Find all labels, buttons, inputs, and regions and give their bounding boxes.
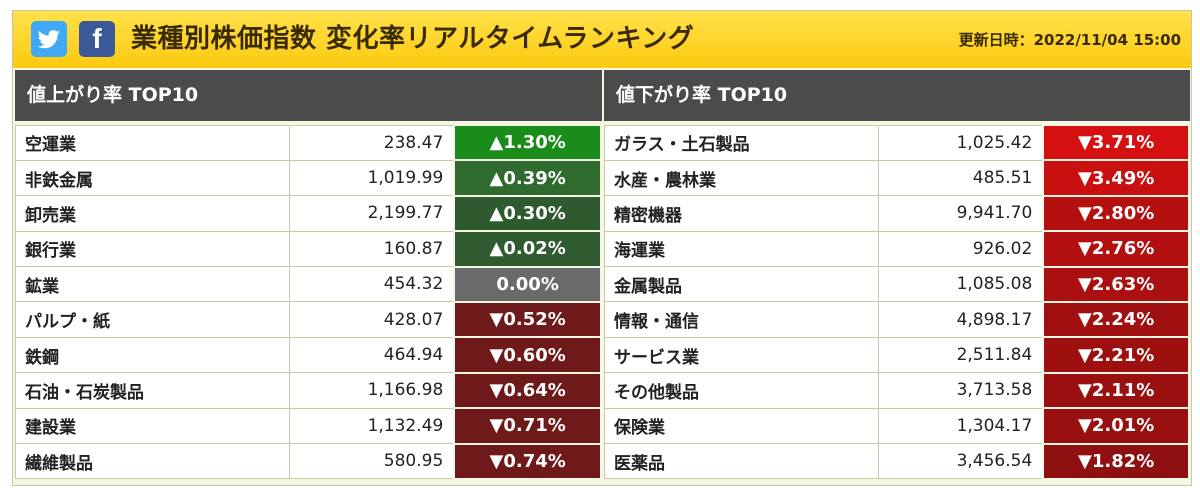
change-rate: ▲1.30% bbox=[453, 123, 602, 162]
index-value: 4,898.17 bbox=[878, 301, 1044, 338]
change-rate: ▼0.71% bbox=[453, 407, 602, 445]
change-rate: ▼0.64% bbox=[453, 371, 602, 410]
change-rate: ▼2.63% bbox=[1042, 265, 1190, 303]
gainers-table: 空運業 238.47 ▲1.30% 非鉄金属 1,019.99 ▲0.39% 卸売業 2,19… bbox=[14, 123, 602, 480]
twitter-bird-icon bbox=[37, 30, 60, 49]
index-value: 1,166.98 bbox=[289, 372, 455, 409]
table-row: ガラス・土石製品 1,025.42 ▼3.71% bbox=[603, 123, 1190, 162]
page-title: 業種別株価指数 変化率リアルタイムランキング bbox=[131, 24, 695, 54]
gainers-heading: 値上がり率 TOP10 bbox=[15, 70, 602, 121]
updated-timestamp: 更新日時：2022/11/04 15:00 bbox=[959, 27, 1181, 53]
sector-name[interactable]: 空運業 bbox=[14, 124, 291, 161]
change-rate: ▲0.02% bbox=[453, 230, 602, 268]
table-row: パルプ・紙 428.07 ▼0.52% bbox=[14, 300, 602, 339]
losers-panel: 値下がり率 TOP10 ガラス・土石製品 1,025.42 ▼3.71% 水産・農林業… bbox=[603, 70, 1190, 480]
table-row: 建設業 1,132.49 ▼0.71% bbox=[14, 407, 602, 445]
sector-name[interactable]: 情報・通信 bbox=[603, 301, 880, 338]
change-rate: ▼1.82% bbox=[1042, 442, 1190, 480]
table-row: 繊維製品 580.95 ▼0.74% bbox=[14, 442, 602, 480]
table-row: 水産・農林業 485.51 ▼3.49% bbox=[603, 159, 1190, 197]
index-value: 160.87 bbox=[289, 230, 455, 268]
sector-name[interactable]: 医薬品 bbox=[603, 443, 880, 480]
table-row: 精密機器 9,941.70 ▼2.80% bbox=[603, 194, 1190, 233]
change-rate: ▼2.01% bbox=[1042, 407, 1190, 445]
updated-label: 更新日時： bbox=[958, 31, 1034, 49]
table-row: 空運業 238.47 ▲1.30% bbox=[14, 123, 602, 162]
sector-name[interactable]: 非鉄金属 bbox=[14, 159, 291, 197]
index-value: 2,511.84 bbox=[878, 336, 1044, 374]
sector-name[interactable]: 鉄鋼 bbox=[14, 336, 291, 374]
losers-table: ガラス・土石製品 1,025.42 ▼3.71% 水産・農林業 485.51 ▼3.49%… bbox=[603, 123, 1190, 480]
change-rate: ▼0.60% bbox=[453, 336, 602, 374]
index-value: 1,025.42 bbox=[878, 124, 1044, 161]
index-value: 580.95 bbox=[289, 443, 455, 480]
sector-name[interactable]: 水産・農林業 bbox=[603, 159, 880, 197]
losers-heading: 値下がり率 TOP10 bbox=[604, 70, 1190, 121]
change-rate: ▼2.11% bbox=[1042, 371, 1190, 410]
sector-name[interactable]: パルプ・紙 bbox=[14, 301, 291, 338]
table-row: 金属製品 1,085.08 ▼2.63% bbox=[603, 265, 1190, 303]
sector-name[interactable]: 繊維製品 bbox=[14, 443, 291, 480]
table-row: 医薬品 3,456.54 ▼1.82% bbox=[603, 442, 1190, 480]
index-value: 238.47 bbox=[289, 124, 455, 161]
table-row: 非鉄金属 1,019.99 ▲0.39% bbox=[14, 159, 602, 197]
sector-name[interactable]: 石油・石炭製品 bbox=[14, 372, 291, 409]
sector-name[interactable]: 卸売業 bbox=[14, 195, 291, 232]
change-rate: ▼2.21% bbox=[1042, 336, 1190, 374]
table-row: 卸売業 2,199.77 ▲0.30% bbox=[14, 194, 602, 233]
sector-name[interactable]: 海運業 bbox=[603, 230, 880, 268]
table-row: 石油・石炭製品 1,166.98 ▼0.64% bbox=[14, 371, 602, 410]
gainers-panel: 値上がり率 TOP10 空運業 238.47 ▲1.30% 非鉄金属 1,019.99 ▲… bbox=[14, 70, 602, 480]
facebook-f-icon: f bbox=[92, 23, 102, 54]
sector-name[interactable]: 鉱業 bbox=[14, 266, 291, 303]
table-row: 海運業 926.02 ▼2.76% bbox=[603, 230, 1190, 268]
index-value: 1,019.99 bbox=[289, 159, 455, 197]
index-value: 9,941.70 bbox=[878, 195, 1044, 232]
index-value: 464.94 bbox=[289, 336, 455, 374]
index-value: 1,132.49 bbox=[289, 407, 455, 445]
table-row: その他製品 3,713.58 ▼2.11% bbox=[603, 371, 1190, 410]
table-row: 鉄鋼 464.94 ▼0.60% bbox=[14, 336, 602, 374]
sector-name[interactable]: その他製品 bbox=[603, 372, 880, 409]
index-value: 2,199.77 bbox=[289, 195, 455, 232]
sector-name[interactable]: サービス業 bbox=[603, 336, 880, 374]
index-value: 1,085.08 bbox=[878, 266, 1044, 303]
change-rate: 0.00% bbox=[453, 265, 602, 303]
change-rate: ▼2.76% bbox=[1042, 230, 1190, 268]
sector-name[interactable]: 銀行業 bbox=[14, 230, 291, 268]
index-value: 1,304.17 bbox=[878, 407, 1044, 445]
change-rate: ▼3.49% bbox=[1042, 159, 1190, 197]
twitter-share-button[interactable] bbox=[31, 21, 67, 57]
updated-value: 2022/11/04 15:00 bbox=[1033, 31, 1181, 49]
change-rate: ▼2.80% bbox=[1042, 194, 1190, 233]
index-value: 428.07 bbox=[289, 301, 455, 338]
change-rate: ▼0.52% bbox=[453, 300, 602, 339]
sector-name[interactable]: 精密機器 bbox=[603, 195, 880, 232]
sector-name[interactable]: ガラス・土石製品 bbox=[603, 124, 880, 161]
ranking-widget: f 業種別株価指数 変化率リアルタイムランキング 更新日時：2022/11/04… bbox=[12, 10, 1192, 486]
facebook-share-button[interactable]: f bbox=[79, 21, 115, 57]
change-rate: ▼0.74% bbox=[453, 442, 602, 480]
sector-name[interactable]: 建設業 bbox=[14, 407, 291, 445]
sector-name[interactable]: 保険業 bbox=[603, 407, 880, 445]
header-bar: f 業種別株価指数 変化率リアルタイムランキング 更新日時：2022/11/04… bbox=[13, 11, 1191, 68]
change-rate: ▲0.30% bbox=[453, 194, 602, 233]
table-row: 情報・通信 4,898.17 ▼2.24% bbox=[603, 300, 1190, 339]
change-rate: ▲0.39% bbox=[453, 159, 602, 197]
index-value: 3,713.58 bbox=[878, 372, 1044, 409]
index-value: 3,456.54 bbox=[878, 443, 1044, 480]
change-rate: ▼3.71% bbox=[1042, 123, 1190, 162]
index-value: 485.51 bbox=[878, 159, 1044, 197]
change-rate: ▼2.24% bbox=[1042, 300, 1190, 339]
table-row: 銀行業 160.87 ▲0.02% bbox=[14, 230, 602, 268]
index-value: 926.02 bbox=[878, 230, 1044, 268]
table-row: 保険業 1,304.17 ▼2.01% bbox=[603, 407, 1190, 445]
index-value: 454.32 bbox=[289, 266, 455, 303]
table-row: 鉱業 454.32 0.00% bbox=[14, 265, 602, 303]
sector-name[interactable]: 金属製品 bbox=[603, 266, 880, 303]
table-row: サービス業 2,511.84 ▼2.21% bbox=[603, 336, 1190, 374]
